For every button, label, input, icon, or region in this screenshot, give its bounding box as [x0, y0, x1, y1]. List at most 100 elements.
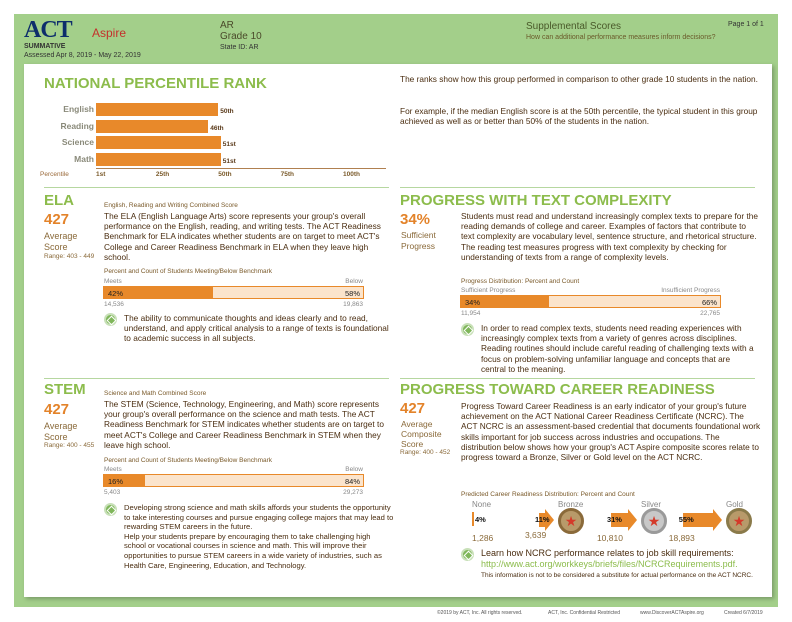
npr-desc-1: The ranks show how this group performed … — [400, 74, 758, 84]
ela-left-count: 14,536 — [104, 301, 124, 308]
stem-subtitle: Science and Math Combined Score — [104, 390, 207, 397]
value-label: 50th — [220, 108, 234, 115]
stem-right-count: 29,273 — [343, 489, 363, 496]
stem-range: Range: 400 - 455 — [44, 442, 95, 449]
level-arrow — [538, 509, 555, 531]
ela-right-count: 19,863 — [343, 301, 363, 308]
stem-desc: The STEM (Science, Technology, Engineeri… — [104, 399, 384, 450]
gold-badge-icon: ★ — [726, 508, 752, 534]
level-arrow — [610, 509, 638, 531]
ela-score: 427 — [44, 211, 70, 228]
footer-created: Created 6/7/2019 — [724, 610, 763, 616]
assessed-dates: Assessed Apr 8, 2019 - May 22, 2019 — [24, 52, 141, 59]
x-tick-label: 1st — [96, 171, 106, 178]
state-label: AR — [220, 20, 234, 31]
state-id: State ID: AR — [220, 44, 259, 51]
ncrc-link[interactable]: http://www.act.org/workkeys/briefs/files… — [481, 559, 738, 569]
ela-score-label: Average Score — [44, 231, 78, 252]
stem-score-label: Average Score — [44, 421, 78, 442]
level-percent: 11% — [534, 515, 550, 524]
level-arrow — [682, 509, 723, 531]
category-label: Math — [74, 153, 94, 164]
percentile-bar — [96, 136, 221, 149]
ptc-progress-bar: 34% 66% — [460, 295, 721, 308]
ptc-right-label: Insufficient Progress — [661, 287, 720, 294]
level-percent: 55% — [678, 515, 694, 524]
ela-range: Range: 403 - 449 — [44, 253, 95, 260]
ptcr-range: Range: 400 - 452 — [400, 449, 451, 456]
grade-label: Grade 10 — [220, 31, 262, 42]
bronze-badge-icon: ★ — [558, 508, 584, 534]
footer-copyright: ©2019 by ACT, Inc. All rights reserved. — [437, 610, 523, 616]
ptcr-dist-title: Predicted Career Readiness Distribution:… — [461, 491, 635, 498]
percentile-bar — [96, 152, 221, 166]
ptc-right-count: 22,765 — [700, 310, 720, 317]
value-label: 51st — [222, 141, 236, 148]
divider — [44, 378, 389, 379]
tip-icon — [461, 548, 474, 561]
ela-tip: The ability to communicate thoughts and … — [124, 313, 389, 344]
ela-title: ELA — [44, 192, 74, 209]
ptc-score: 34% — [400, 211, 431, 228]
level-percent: 31% — [606, 515, 622, 524]
career-distribution: None 4% 1,286 Bronze 11% 3,639 ★ Silver 31% 10,81… — [460, 500, 760, 550]
x-tick-label: 50th — [218, 171, 232, 178]
divider — [400, 187, 755, 188]
stem-benchmark-bar: 16% 84% — [103, 474, 364, 487]
level-count: 3,639 — [524, 530, 547, 540]
ela-right-label: Below — [345, 278, 363, 285]
stem-score: 427 — [44, 401, 70, 418]
ptcr-title: PROGRESS TOWARD CAREER READINESS — [400, 381, 715, 398]
x-tick-label: 25th — [155, 171, 170, 178]
x-tick-label: 75th — [280, 171, 294, 178]
tip-icon — [104, 313, 117, 326]
bar-fill — [104, 475, 146, 486]
ela-bar-title: Percent and Count of Students Meeting/Be… — [104, 268, 273, 275]
level-name: Bronze — [558, 500, 584, 509]
stem-left-label: Meets — [104, 466, 122, 473]
level-name: None — [472, 500, 492, 509]
ptc-tip: In order to read complex texts, students… — [481, 323, 754, 374]
category-label: English — [63, 104, 94, 114]
stem-bar-title: Percent and Count of Students Meeting/Be… — [104, 457, 273, 464]
value-label: 51st — [222, 157, 236, 165]
level-name: Gold — [726, 500, 743, 509]
divider — [44, 187, 389, 188]
summative-label: SUMMATIVE — [24, 43, 66, 50]
category-label: Science — [61, 137, 94, 147]
level-bar — [472, 512, 474, 526]
x-axis — [96, 168, 386, 169]
ptc-desc: Students must read and understand increa… — [461, 211, 759, 262]
stem-tip: Developing strong science and math skill… — [124, 503, 394, 570]
tip-icon — [104, 503, 117, 516]
category-label: Reading — [60, 120, 94, 131]
ptc-left-label: Sufficient Progress — [461, 287, 516, 294]
ptc-left-count: 11,954 — [461, 310, 481, 317]
ptcr-score: 427 — [400, 400, 426, 417]
value-label: 46th — [210, 124, 224, 132]
page-subtitle: How can additional performance measures … — [526, 34, 716, 41]
stem-left-count: 5,403 — [104, 489, 121, 496]
stem-right-label: Below — [345, 466, 363, 473]
npr-title: NATIONAL PERCENTILE RANK — [44, 75, 267, 92]
ptc-score-label: Sufficient Progress — [401, 230, 436, 251]
footer-confidential: ACT, Inc. Confidential Restricted — [548, 610, 620, 616]
page-number: Page 1 of 1 — [728, 21, 764, 28]
footer-url[interactable]: www.DiscoverACTAspire.org — [640, 610, 704, 616]
ptcr-tip: Learn how NCRC performance relates to jo… — [481, 548, 734, 558]
level-percent: 4% — [475, 515, 486, 524]
ela-desc: The ELA (English Language Arts) score re… — [104, 211, 381, 262]
stem-title: STEM — [44, 381, 86, 398]
ela-benchmark-bar: 42% 58% — [103, 286, 364, 299]
tip-icon — [461, 323, 474, 336]
bar-fill — [461, 296, 550, 307]
ptcr-desc: Progress Toward Career Readiness is an e… — [461, 401, 761, 463]
x-axis-label: Percentile — [40, 171, 69, 178]
npr-desc-2: For example, if the median English score… — [400, 106, 758, 127]
silver-badge-icon: ★ — [641, 508, 667, 534]
percentile-bar — [96, 103, 219, 116]
act-logo: ACT — [24, 17, 73, 43]
bar-fill — [104, 287, 213, 298]
ptcr-score-label: Average Composite Score — [401, 419, 442, 449]
level-count: 1,286 — [472, 533, 494, 543]
